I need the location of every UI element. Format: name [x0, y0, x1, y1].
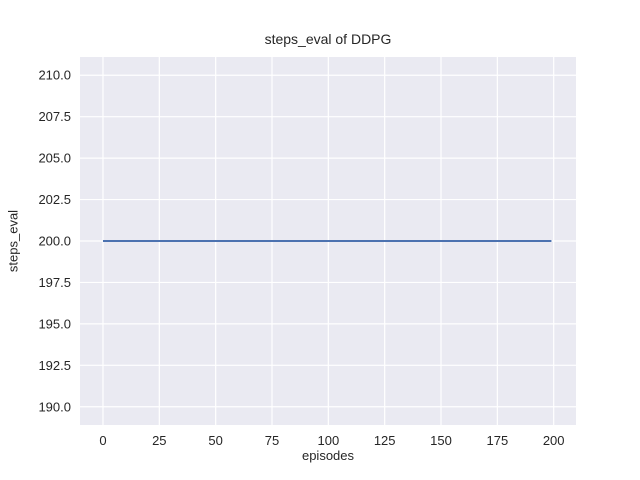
y-axis-label: steps_eval — [5, 209, 21, 273]
y-tick-label: 190.0 — [38, 399, 71, 414]
x-tick-label: 75 — [265, 433, 279, 448]
y-tick-label: 195.0 — [38, 316, 71, 331]
x-tick-label: 50 — [208, 433, 222, 448]
y-tick-label: 207.5 — [38, 109, 71, 124]
y-tick-label: 200.0 — [38, 234, 71, 249]
x-tick-label: 175 — [487, 433, 509, 448]
y-tick-label: 205.0 — [38, 151, 71, 166]
x-tick-label: 25 — [152, 433, 166, 448]
y-tick-label: 197.5 — [38, 275, 71, 290]
y-tick-label: 202.5 — [38, 192, 71, 207]
x-tick-label: 0 — [99, 433, 106, 448]
x-tick-label: 100 — [317, 433, 339, 448]
y-tick-label: 210.0 — [38, 68, 71, 83]
chart-title: steps_eval of DDPG — [264, 31, 392, 47]
x-tick-label: 125 — [374, 433, 396, 448]
x-tick-label: 200 — [543, 433, 565, 448]
x-tick-label: 150 — [430, 433, 452, 448]
x-axis-label: episodes — [301, 448, 355, 463]
y-tick-label: 192.5 — [38, 358, 71, 373]
